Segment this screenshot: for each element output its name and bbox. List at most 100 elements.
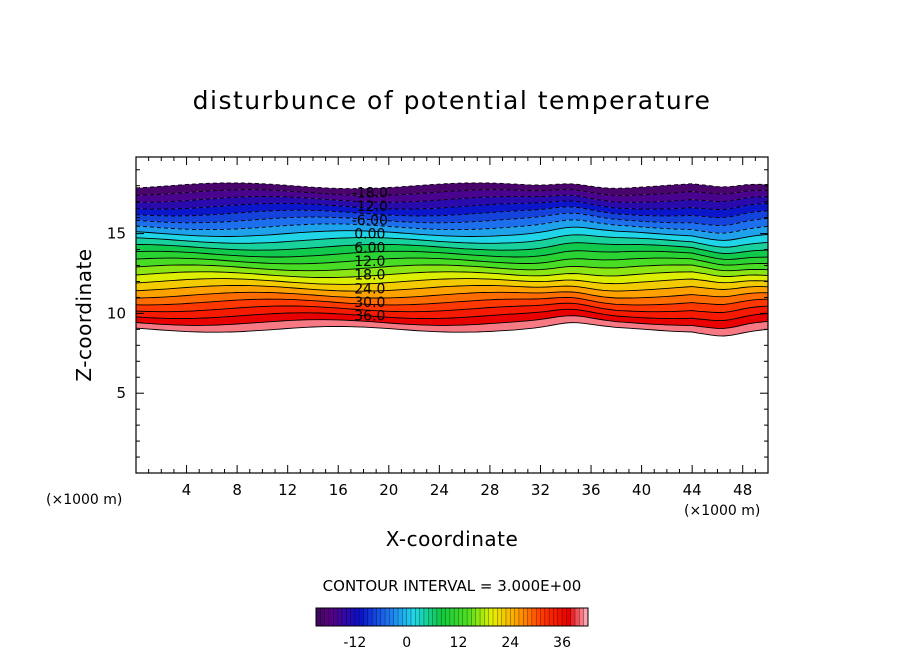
colorbar-cell xyxy=(367,608,373,626)
contour-label: -18.0 xyxy=(352,186,388,202)
colorbar-cell xyxy=(363,608,369,626)
colorbar-cell xyxy=(415,608,420,626)
x-tick-label: 44 xyxy=(683,481,702,499)
colorbar-cell xyxy=(505,608,511,626)
x-tick-label: 24 xyxy=(430,481,449,499)
contour-band xyxy=(136,285,768,298)
colorbar-cell xyxy=(341,608,347,626)
contour-line xyxy=(136,296,768,306)
contour-line xyxy=(136,257,768,266)
contour-label: 36.0 xyxy=(354,309,385,325)
x-axis-label: X-coordinate xyxy=(385,527,519,551)
colorbar-cell xyxy=(549,608,554,626)
x-tick-label: 16 xyxy=(329,481,348,499)
contour-band xyxy=(136,315,768,336)
contour-line xyxy=(136,219,768,234)
contour-line xyxy=(136,278,768,285)
colorbar-cell xyxy=(428,608,433,626)
contour-line xyxy=(136,200,768,210)
colorbar-cell xyxy=(536,608,541,626)
colorbar-cell xyxy=(354,608,360,626)
contour-line xyxy=(136,226,768,241)
x-tick-label: 20 xyxy=(379,481,398,499)
contour-band xyxy=(136,213,768,234)
colorbar-cell xyxy=(467,608,472,626)
colorbar-cell xyxy=(436,608,442,626)
contour-label: 18.0 xyxy=(354,268,385,284)
colorbar-cell xyxy=(328,608,334,626)
colorbar-cell xyxy=(398,608,403,626)
colorbar-cell xyxy=(471,608,477,626)
y-axis-unit: (×1000 m) xyxy=(46,492,123,508)
contour-line xyxy=(136,322,768,337)
contour-label: -12.0 xyxy=(352,199,388,215)
colorbar-cell xyxy=(320,608,325,626)
colorbar-cell xyxy=(566,608,572,626)
contour-band xyxy=(136,297,768,313)
colorbar-cell xyxy=(389,608,395,626)
contour-band xyxy=(136,182,768,196)
colorbar-cell xyxy=(475,608,481,626)
contour-band xyxy=(136,271,768,285)
contour-band xyxy=(136,219,768,241)
colorbar-cell xyxy=(406,608,412,626)
x-tick-label: 40 xyxy=(632,481,651,499)
colorbar-cell xyxy=(449,608,455,626)
x-tick-label: 12 xyxy=(278,481,297,499)
contour-field xyxy=(136,182,768,336)
colorbar-cell xyxy=(480,608,485,626)
colorbar-cell xyxy=(432,608,438,626)
contour-line xyxy=(136,189,768,196)
contour-label: 6.00 xyxy=(354,240,385,256)
contour-band xyxy=(136,250,768,266)
contour-line xyxy=(136,302,768,313)
colorbar-tick-label: 12 xyxy=(450,635,468,651)
colorbar-cell xyxy=(514,608,520,626)
colorbar-cell xyxy=(484,608,489,626)
x-axis-unit: (×1000 m) xyxy=(684,503,761,519)
colorbar-frame xyxy=(315,607,589,627)
colorbar-cell xyxy=(488,608,494,626)
colorbar-cell xyxy=(324,608,330,626)
colorbar-cell xyxy=(557,608,563,626)
colorbar-cell xyxy=(501,608,507,626)
contour-interval-text: CONTOUR INTERVAL = 3.000E+00 xyxy=(322,577,582,595)
colorbar-cell xyxy=(393,608,399,626)
contour-label: 0.00 xyxy=(354,227,385,243)
colorbar-cell xyxy=(575,608,580,626)
contour-line xyxy=(136,206,768,219)
y-tick-label: 15 xyxy=(107,225,126,243)
colorbar-cell xyxy=(527,608,533,626)
contour-band xyxy=(136,303,768,321)
contour-band xyxy=(136,227,768,248)
colorbar-cell xyxy=(579,608,584,626)
contour-band xyxy=(136,189,768,203)
colorbar-cell xyxy=(523,608,528,626)
colorbar-cell xyxy=(350,608,356,626)
contour-line xyxy=(136,291,768,299)
colorbar-cell xyxy=(419,608,425,626)
contour-band xyxy=(136,206,768,226)
contour-line xyxy=(136,212,768,226)
colorbar-cell xyxy=(441,608,446,626)
contour-label: -6.00 xyxy=(352,213,388,229)
colorbar-cell xyxy=(380,608,386,626)
contour-line xyxy=(136,250,768,260)
colorbar: -12 0 12 24 36 xyxy=(315,607,589,651)
colorbar-cell xyxy=(410,608,416,626)
colorbar-tick-label: 36 xyxy=(553,635,571,651)
colorbar-tick-label: 24 xyxy=(501,635,519,651)
contour-line xyxy=(136,308,768,322)
contour-line xyxy=(136,271,768,278)
colorbar-cell xyxy=(518,608,524,626)
x-tick-label: 8 xyxy=(232,481,242,499)
colorbar-cell xyxy=(445,608,451,626)
contour-line xyxy=(136,285,768,292)
contour-line xyxy=(136,242,768,254)
colorbar-cell xyxy=(562,608,567,626)
contour-band xyxy=(136,278,768,292)
colorbar-cell xyxy=(493,608,498,626)
colorbar-cell xyxy=(458,608,464,626)
